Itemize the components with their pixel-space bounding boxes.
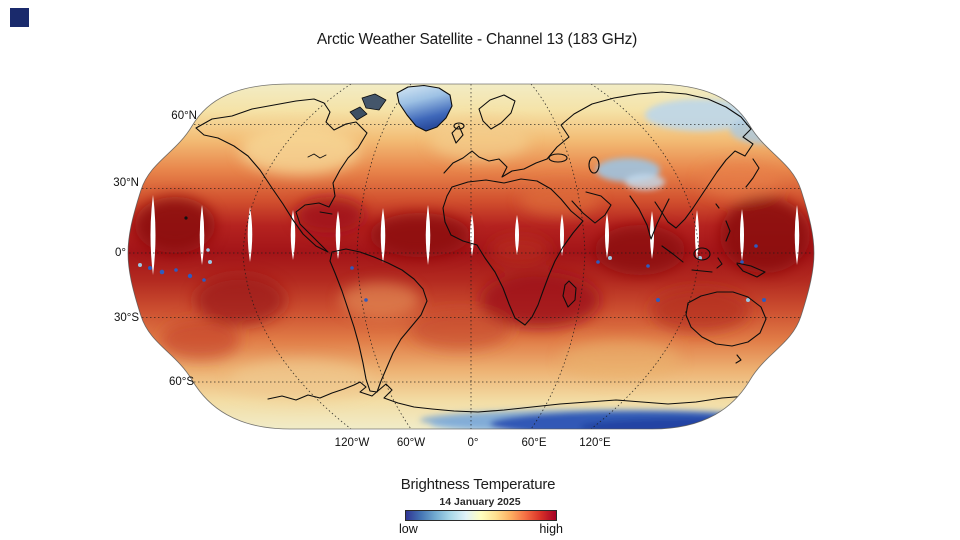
latitude-label-0: 0°: [115, 247, 126, 259]
latitude-label-60n: 60°N: [171, 110, 197, 122]
longitude-label-0: 0°: [467, 437, 479, 449]
colorbar-low-label: low: [399, 522, 418, 536]
longitude-label-60w: 60°W: [396, 437, 426, 449]
longitude-label-120e: 120°E: [579, 437, 611, 449]
latitude-label-60s: 60°S: [168, 376, 194, 388]
greenland: [396, 84, 453, 132]
figure-title: Arctic Weather Satellite - Channel 13 (1…: [316, 31, 638, 48]
latitude-label-30n: 30°N: [113, 177, 139, 189]
esa-logo-square: [10, 8, 29, 27]
longitude-label-60e: 60°E: [521, 437, 547, 449]
colorbar-high-label: high: [539, 522, 563, 536]
map-speckles: [138, 216, 766, 302]
colorbar-gradient: [405, 510, 557, 521]
map-swath-gaps: [150, 195, 800, 275]
latitude-label-30s: 30°S: [113, 312, 139, 324]
colorbar-title: Brightness Temperature: [400, 476, 556, 493]
map-boundary: [127, 83, 815, 430]
colorbar-date: 14 January 2025: [439, 496, 521, 508]
longitude-label-120w: 120°W: [334, 437, 370, 449]
